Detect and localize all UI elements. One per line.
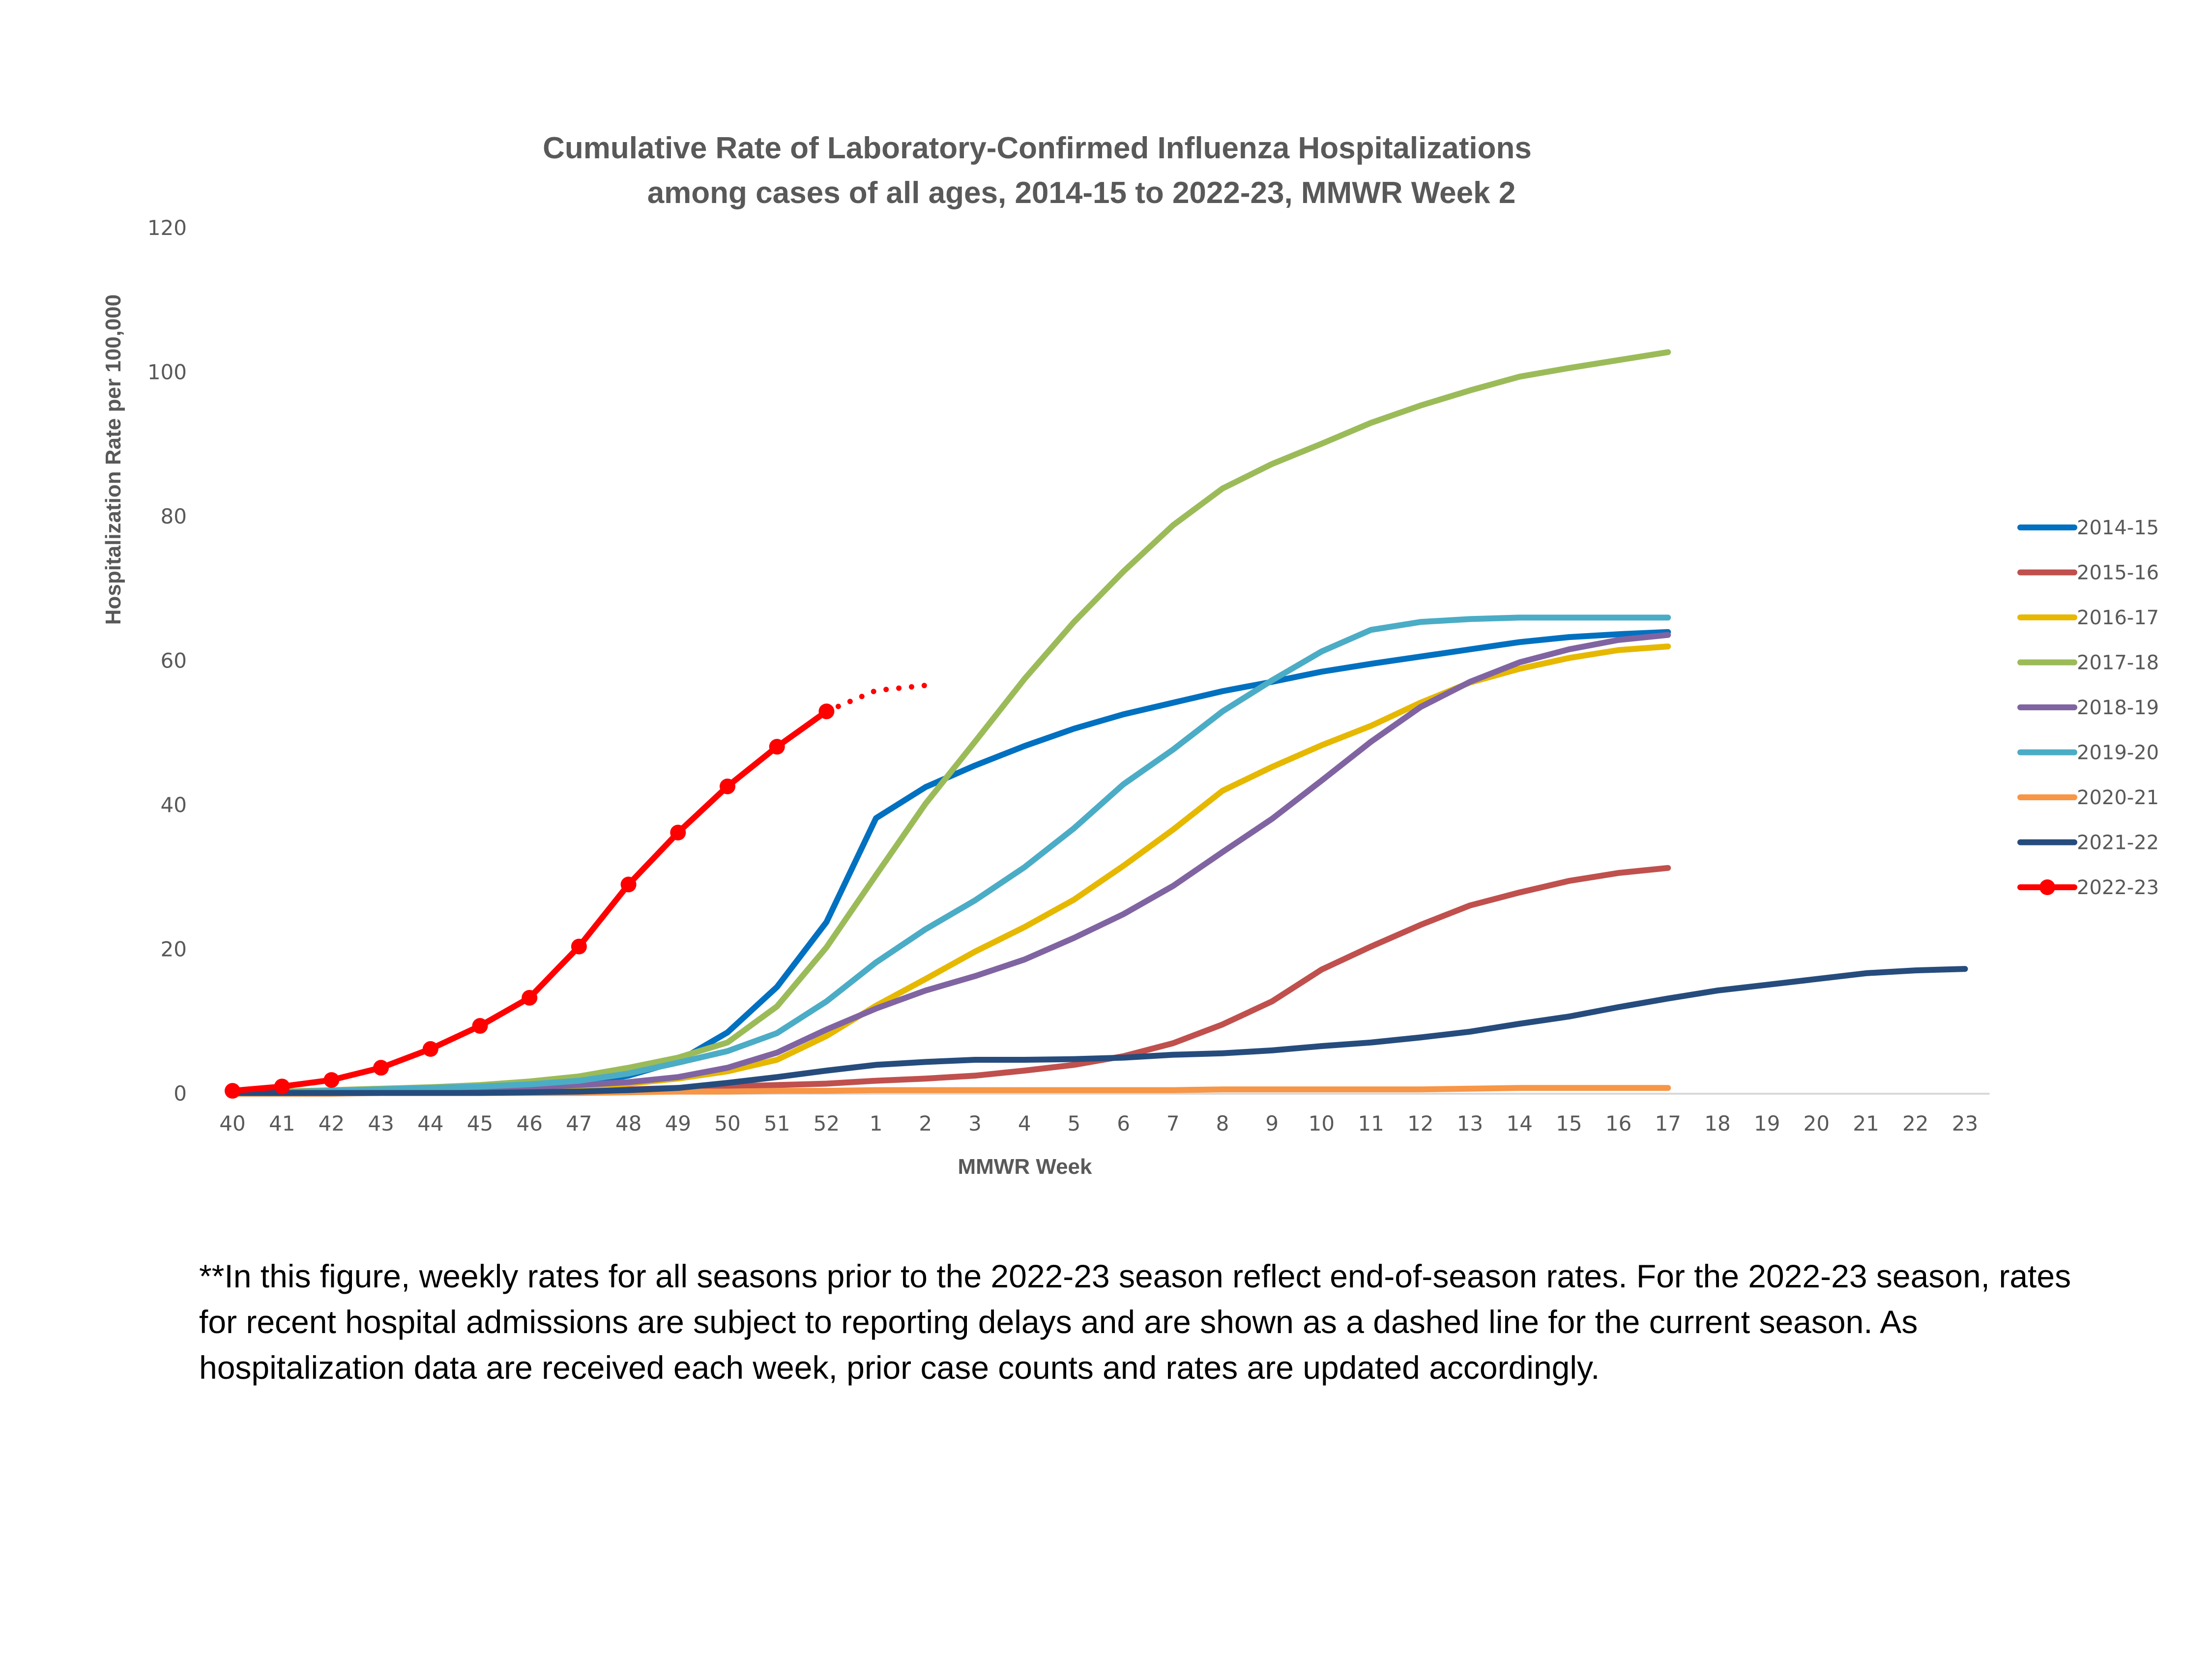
legend-item-2014-15: 2014-15 — [2017, 517, 2159, 539]
legend-label: 2014-15 — [2077, 517, 2159, 539]
data-point-marker — [670, 824, 686, 841]
data-point-marker — [422, 1041, 438, 1057]
x-tick-label: 47 — [566, 1111, 592, 1135]
data-point-marker — [373, 1060, 389, 1076]
legend-item-2018-19: 2018-19 — [2017, 697, 2159, 719]
series-line-2016-17 — [230, 643, 1671, 1096]
x-tick-label: 41 — [269, 1111, 295, 1135]
data-point-marker — [522, 990, 538, 1006]
x-tick-label: 17 — [1655, 1111, 1681, 1135]
y-tick-label: 80 — [161, 504, 187, 528]
legend-label: 2021-22 — [2077, 832, 2159, 854]
x-tick-label: 16 — [1605, 1111, 1631, 1135]
series-line-2018-19 — [230, 632, 1671, 1096]
data-point-marker — [571, 938, 587, 955]
y-axis-label: Hospitalization Rate per 100,000 — [101, 294, 125, 625]
x-tick-label: 23 — [1952, 1111, 1978, 1135]
x-tick-label: 42 — [319, 1111, 345, 1135]
legend-item-2020-21: 2020-21 — [2017, 786, 2159, 809]
x-tick-label: 45 — [467, 1111, 493, 1135]
x-tick-label: 18 — [1704, 1111, 1730, 1135]
y-tick-label: 40 — [161, 793, 187, 817]
legend-label: 2018-19 — [2077, 697, 2159, 719]
x-tick-label: 6 — [1117, 1111, 1130, 1135]
series-line-2021-22 — [230, 966, 1968, 1096]
x-tick-label: 48 — [615, 1111, 641, 1135]
y-axis-ticks: 0 20 40 60 80 100 120 — [147, 216, 187, 1106]
data-point-marker — [225, 1083, 240, 1099]
legend-label: 2020-21 — [2077, 786, 2159, 809]
footnote: **In this figure, weekly rates for all s… — [199, 1258, 2071, 1386]
x-tick-label: 52 — [814, 1111, 840, 1135]
series-line-2014-15 — [230, 629, 1671, 1096]
x-tick-label: 44 — [417, 1111, 443, 1135]
x-tick-label: 43 — [368, 1111, 394, 1135]
y-tick-label: 100 — [147, 360, 187, 384]
data-point-marker — [323, 1072, 340, 1088]
data-point-marker — [769, 739, 785, 755]
legend-item-2021-22: 2021-22 — [2017, 832, 2159, 854]
legend-label: 2016-17 — [2077, 607, 2159, 629]
plot-area — [225, 349, 1968, 1099]
x-tick-label: 3 — [968, 1111, 982, 1135]
legend-marker — [2039, 879, 2055, 895]
legend-item-2015-16: 2015-16 — [2017, 562, 2159, 584]
data-point-marker — [620, 876, 637, 893]
x-tick-label: 49 — [665, 1111, 691, 1135]
x-tick-label: 50 — [714, 1111, 740, 1135]
legend-label: 2015-16 — [2077, 562, 2159, 584]
data-point-marker — [472, 1018, 488, 1034]
x-tick-label: 1 — [870, 1111, 883, 1135]
x-tick-label: 51 — [764, 1111, 790, 1135]
y-tick-label: 60 — [161, 649, 187, 673]
x-axis-ticks: 40 41 42 43 44 45 46 47 48 49 50 51 52 1 2 3 4 5 6 7 8 9 10 11 1… — [219, 1111, 1978, 1135]
x-tick-label: 4 — [1018, 1111, 1031, 1135]
x-tick-label: 5 — [1068, 1111, 1081, 1135]
chart-subtitle: among cases of all ages, 2014-15 to 2022… — [647, 176, 1516, 210]
x-tick-label: 11 — [1358, 1111, 1384, 1135]
chart-title: Cumulative Rate of Laboratory-Confirmed … — [543, 131, 1532, 165]
x-tick-label: 7 — [1166, 1111, 1180, 1135]
legend: 2014-15 2015-16 2016-17 2017-18 2018-19 2019-… — [2017, 517, 2159, 899]
legend-label: 2017-18 — [2077, 652, 2159, 674]
x-tick-label: 14 — [1506, 1111, 1532, 1135]
x-tick-label: 40 — [219, 1111, 245, 1135]
y-tick-label: 120 — [147, 216, 187, 240]
data-point-marker — [818, 703, 835, 720]
legend-item-2019-20: 2019-20 — [2017, 742, 2159, 764]
x-tick-label: 12 — [1407, 1111, 1433, 1135]
x-tick-label: 10 — [1309, 1111, 1335, 1135]
x-tick-label: 21 — [1853, 1111, 1879, 1135]
legend-item-2016-17: 2016-17 — [2017, 607, 2159, 629]
x-tick-label: 2 — [919, 1111, 932, 1135]
y-tick-label: 20 — [161, 937, 187, 961]
x-tick-label: 46 — [516, 1111, 542, 1135]
x-tick-label: 20 — [1804, 1111, 1830, 1135]
legend-item-2017-18: 2017-18 — [2017, 652, 2159, 674]
series-line-2022-23-dashed — [823, 682, 929, 714]
legend-item-2022-23: 2022-23 — [2017, 876, 2159, 899]
x-tick-label: 13 — [1457, 1111, 1483, 1135]
legend-label: 2022-23 — [2077, 876, 2159, 899]
y-tick-label: 0 — [174, 1081, 187, 1106]
x-tick-label: 15 — [1556, 1111, 1582, 1135]
data-point-marker — [720, 778, 735, 794]
x-tick-label: 8 — [1216, 1111, 1229, 1135]
x-tick-label: 19 — [1754, 1111, 1780, 1135]
series-line-2019-20 — [230, 614, 1671, 1096]
x-axis-label: MMWR Week — [958, 1155, 1093, 1179]
x-tick-label: 9 — [1265, 1111, 1279, 1135]
data-point-marker — [274, 1078, 290, 1095]
legend-label: 2019-20 — [2077, 742, 2159, 764]
x-tick-label: 22 — [1902, 1111, 1928, 1135]
